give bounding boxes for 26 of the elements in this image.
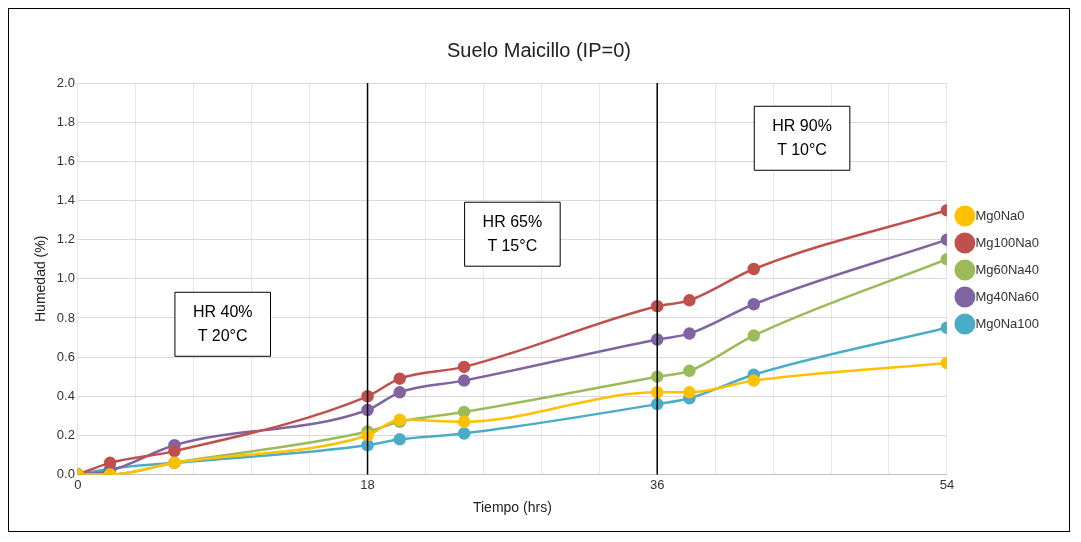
y-tick-label: 1.4 <box>56 192 75 208</box>
y-tick-label: 0.4 <box>56 387 75 403</box>
y-tick-label: 0.8 <box>56 309 75 325</box>
y-tick-label: 2.0 <box>56 74 75 90</box>
legend-label: Mg100Na0 <box>975 234 1040 250</box>
legend-label: Mg40Na60 <box>975 288 1040 304</box>
annotation: HR 90% T 10°C <box>772 116 832 158</box>
x-axis-title: Tiempo (hrs) <box>472 499 552 516</box>
y-tick-label: 1.0 <box>56 270 75 286</box>
x-tick-label: 0 <box>74 476 82 492</box>
y-tick-label: 1.8 <box>56 113 75 129</box>
y-tick-label: 0.6 <box>56 348 75 364</box>
y-axis-title: Humedad (%) <box>32 235 49 322</box>
x-tick-label: 18 <box>360 476 375 492</box>
legend-label: Mg0Na0 <box>975 207 1025 223</box>
y-tick-label: 1.2 <box>56 231 75 247</box>
legend-label: Mg60Na40 <box>975 261 1040 277</box>
x-tick-label: 54 <box>939 476 955 492</box>
y-tick-label: 1.6 <box>56 152 75 168</box>
annotation: HR 40% T 20°C <box>192 302 253 344</box>
y-tick-label: 0.0 <box>56 466 75 482</box>
chart-title: Suelo Maicillo (IP=0) <box>447 38 631 61</box>
annotation: HR 65% T 15°C <box>482 212 543 254</box>
y-tick-label: 0.2 <box>56 427 75 443</box>
legend-label: Mg0Na100 <box>975 315 1040 331</box>
x-tick-label: 36 <box>649 476 665 492</box>
